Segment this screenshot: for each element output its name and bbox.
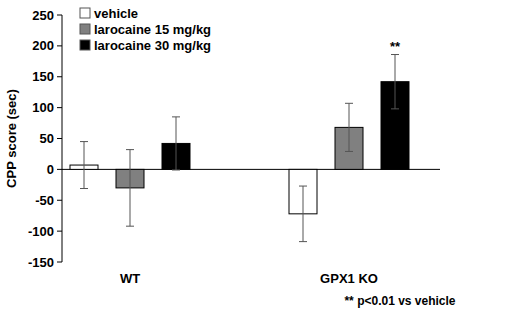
error-line — [84, 142, 85, 189]
y-tick-label: -50 — [35, 193, 54, 208]
error-cap — [345, 103, 353, 104]
bars — [70, 55, 409, 242]
error-cap — [172, 169, 180, 170]
error-line — [303, 186, 304, 242]
error-line — [395, 55, 396, 109]
y-tick — [57, 169, 62, 170]
error-cap — [391, 108, 399, 109]
error-cap — [345, 151, 353, 152]
y-tick-label: 50 — [40, 131, 54, 146]
y-tick-label: 200 — [32, 38, 54, 53]
error-cap — [299, 186, 307, 187]
significance-label: ** — [390, 39, 401, 54]
error-cap — [126, 149, 134, 150]
y-tick-label: 250 — [32, 8, 54, 23]
error-cap — [172, 116, 180, 117]
y-tick — [57, 200, 62, 201]
legend: vehiclelarocaine 15 mg/kglarocaine 30 mg… — [80, 6, 211, 53]
legend-swatch — [80, 40, 90, 50]
x-tick-label: WT — [120, 271, 140, 286]
error-bar — [172, 117, 180, 170]
y-tick — [57, 231, 62, 232]
error-cap — [80, 141, 88, 142]
legend-label: larocaine 15 mg/kg — [94, 22, 211, 37]
y-tick — [57, 138, 62, 139]
y-tick-label: -100 — [28, 224, 54, 239]
x-tick-label: GPX1 KO — [320, 271, 378, 286]
y-tick-label: 100 — [32, 100, 54, 115]
error-cap — [391, 54, 399, 55]
y-tick — [57, 262, 62, 263]
chart-root: -150 -100 -50 0 50 100 150 200 250 CPP score (sec… — [0, 0, 514, 315]
error-line — [176, 117, 177, 170]
y-axis-label: CPP score (sec) — [4, 89, 19, 188]
error-line — [130, 150, 131, 227]
y-tick — [57, 107, 62, 108]
y-tick-label: -150 — [28, 255, 54, 270]
error-bar — [345, 103, 353, 151]
legend-swatch — [80, 24, 90, 34]
annotation: ** p<0.01 vs vehicle — [344, 294, 455, 308]
error-line — [349, 103, 350, 151]
error-cap — [299, 241, 307, 242]
legend-label: vehicle — [94, 6, 138, 21]
y-tick — [57, 45, 62, 46]
error-cap — [80, 188, 88, 189]
y-tick — [57, 76, 62, 77]
y-tick-label: 0 — [47, 162, 54, 177]
y-tick-label: 150 — [32, 69, 54, 84]
chart-svg: -150 -100 -50 0 50 100 150 200 250 CPP score (sec… — [0, 0, 514, 315]
error-bar — [126, 150, 134, 227]
y-tick — [57, 15, 62, 16]
error-bar — [391, 55, 399, 109]
error-bar — [299, 186, 307, 242]
error-bar — [80, 142, 88, 189]
error-cap — [126, 226, 134, 227]
legend-swatch — [80, 8, 90, 18]
labels: WT GPX1 KO ** — [120, 39, 401, 286]
legend-label: larocaine 30 mg/kg — [94, 38, 211, 53]
